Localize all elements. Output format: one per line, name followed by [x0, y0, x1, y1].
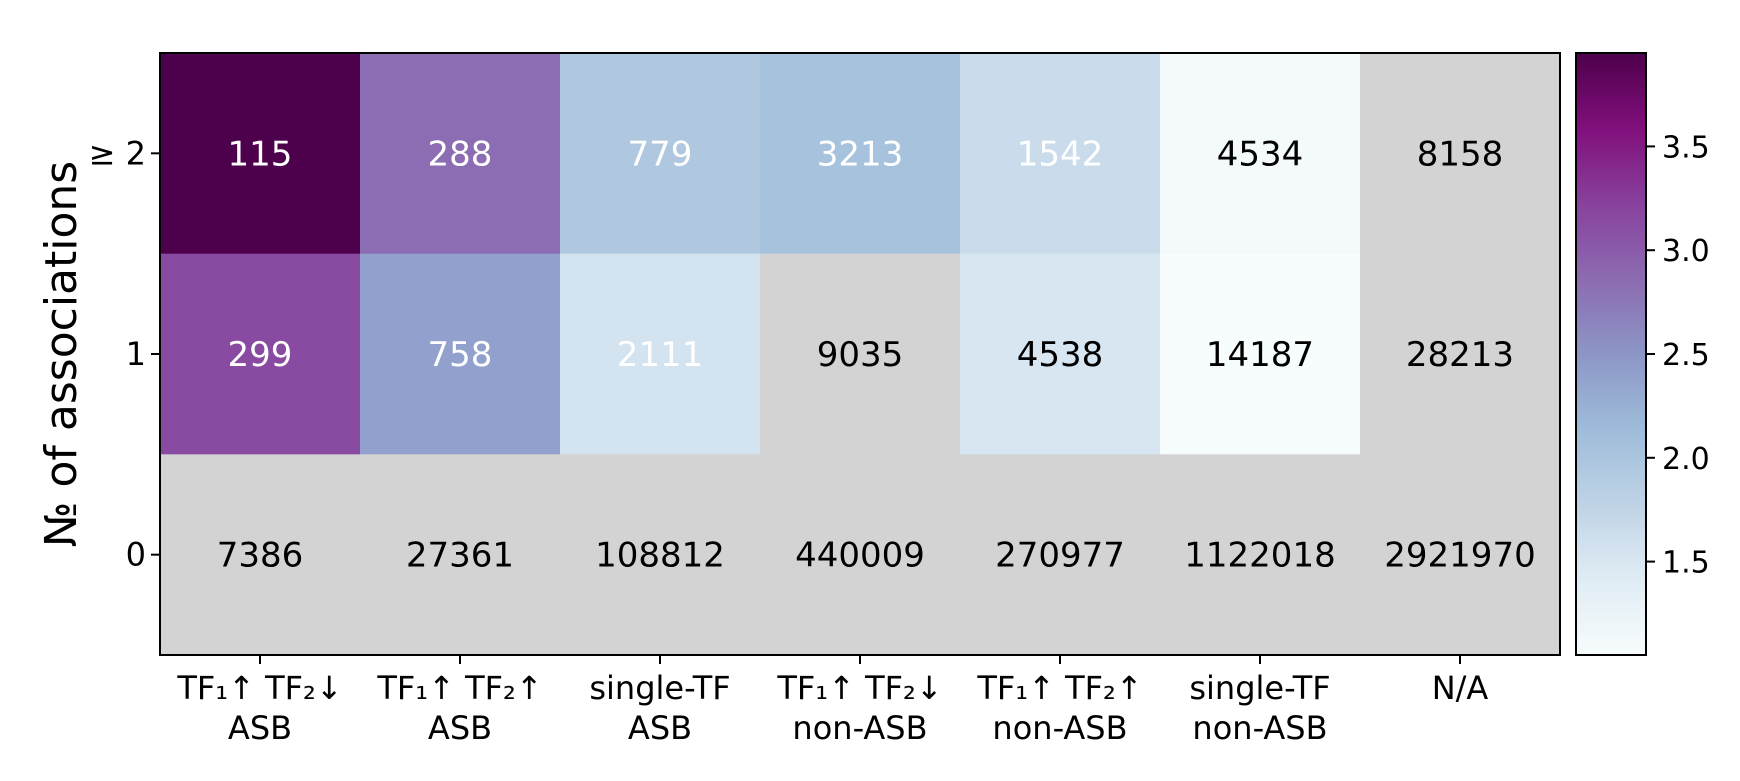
x-tick-label: ASB [228, 709, 292, 747]
cell-value-label: 1122018 [1184, 536, 1335, 576]
cell-value-label: 779 [628, 134, 693, 174]
x-tick-label: TF₁↑ TF₂↑ [376, 669, 542, 707]
heatmap-cell [760, 253, 961, 455]
cell-value-label: 108812 [595, 536, 725, 576]
x-tick-label: ASB [628, 709, 692, 747]
cell-value-label: 1542 [1017, 134, 1104, 174]
heatmap-cell-labels: 115 288 779 3213 1542 4534 8158 299 758 2111 9035 4… [217, 134, 1536, 575]
colorbar-tick-label: 3.0 [1662, 234, 1710, 269]
heatmap-cell [360, 454, 561, 656]
colorbar-tick-label: 2.0 [1662, 442, 1710, 477]
x-tick-label: TF₁↑ TF₂↓ [176, 669, 342, 707]
cell-value-label: 9035 [817, 335, 904, 375]
cell-value-label: 28213 [1406, 335, 1514, 375]
x-tick-label: TF₁↑ TF₂↑ [976, 669, 1142, 707]
cell-value-label: 14187 [1206, 335, 1314, 375]
colorbar-tick-label: 3.5 [1662, 130, 1710, 165]
cell-value-label: 4538 [1017, 335, 1104, 375]
cell-value-label: 7386 [217, 536, 304, 576]
heatmap-cell [1160, 53, 1361, 255]
cell-value-label: 2921970 [1384, 536, 1535, 576]
colorbar-tick-label: 1.5 [1662, 546, 1710, 581]
x-tick-label: single-TF [1189, 669, 1330, 707]
heatmap-cell [1360, 53, 1561, 255]
heatmap-cell [960, 454, 1161, 656]
x-tick-label: single-TF [589, 669, 730, 707]
cell-value-label: 270977 [995, 536, 1125, 576]
heatmap-cells [160, 53, 1561, 656]
heatmap-cell [560, 454, 761, 656]
heatmap-cell [1360, 454, 1561, 656]
heatmap-cell [160, 53, 361, 255]
heatmap-cell [960, 53, 1161, 255]
x-tick-label: ASB [428, 709, 492, 747]
cell-value-label: 4534 [1217, 134, 1304, 174]
cell-value-label: 288 [428, 134, 493, 174]
heatmap-cell [760, 454, 961, 656]
heatmap-cell [560, 253, 761, 455]
cell-value-label: 299 [228, 335, 293, 375]
y-tick-label: 1 [126, 335, 146, 373]
y-axis-ticks: ≥ 2 1 0 [89, 134, 160, 574]
cell-value-label: 8158 [1417, 134, 1504, 174]
heatmap-cell [560, 53, 761, 255]
colorbar-ticks: 1.5 2.0 2.5 3.0 3.5 [1646, 130, 1710, 581]
colorbar [1575, 52, 1647, 656]
x-tick-label: non-ASB [1192, 709, 1327, 747]
cell-value-label: 115 [228, 134, 293, 174]
heatmap-cell [360, 253, 561, 455]
cell-value-label: 2111 [617, 335, 704, 375]
y-tick-label: ≥ 2 [89, 134, 146, 172]
heatmap-cell [1160, 454, 1361, 656]
x-tick-label: TF₁↑ TF₂↓ [776, 669, 942, 707]
cell-value-label: 440009 [795, 536, 925, 576]
x-tick-label: N/A [1432, 669, 1489, 707]
heatmap-cell [160, 253, 361, 455]
colorbar-tick-label: 2.5 [1662, 338, 1710, 373]
cell-value-label: 3213 [817, 134, 904, 174]
x-tick-label: non-ASB [792, 709, 927, 747]
cell-value-label: 27361 [406, 536, 514, 576]
cell-value-label: 758 [428, 335, 493, 375]
heatmap-cell [1360, 253, 1561, 455]
heatmap-cell [360, 53, 561, 255]
y-tick-label: 0 [126, 536, 146, 574]
x-tick-label: non-ASB [992, 709, 1127, 747]
y-axis-label: № of associations [36, 161, 87, 547]
heatmap-cell [1160, 253, 1361, 455]
heatmap-cell [160, 454, 361, 656]
heatmap-cell [960, 253, 1161, 455]
heatmap-cell [760, 53, 961, 255]
